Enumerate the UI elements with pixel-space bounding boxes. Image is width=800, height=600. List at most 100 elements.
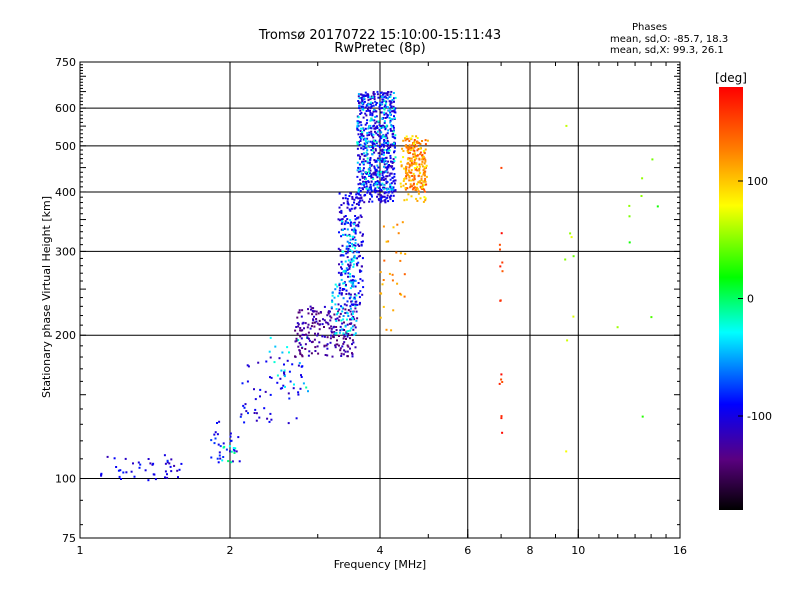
data-point [292,387,295,390]
data-point [376,93,379,96]
data-point [365,187,368,190]
data-point [378,139,381,142]
data-point [389,103,392,106]
data-point [407,148,410,151]
data-point [362,162,365,165]
data-point [422,173,425,176]
data-point [370,164,373,167]
data-point [333,313,336,316]
data-point [340,235,343,238]
data-point [289,380,292,383]
data-point [288,351,290,354]
data-point [423,152,426,155]
data-point [356,217,359,220]
data-point [341,254,344,257]
data-point [253,388,255,391]
data-point [216,422,218,424]
data-point [362,148,365,151]
data-point [386,175,389,178]
data-point [149,462,152,465]
data-point [394,189,397,192]
data-point [359,199,362,202]
data-point [240,413,243,416]
data-point [379,271,382,274]
data-point [386,145,389,147]
data-point [218,451,221,454]
data-point [213,433,216,436]
data-point [345,270,347,272]
data-point [385,135,388,138]
data-point [419,153,421,156]
data-point [362,95,365,98]
data-point [288,397,291,400]
data-point [340,222,343,225]
data-point [323,344,326,347]
data-point [113,457,116,460]
data-point [394,111,397,114]
data-point [349,347,351,350]
data-point [317,332,320,335]
data-point [421,154,423,157]
data-point [374,149,377,152]
data-point [418,157,421,160]
data-point [301,347,304,349]
data-point [341,322,344,325]
data-point [393,173,396,175]
data-point [374,139,377,142]
data-point [405,146,408,149]
data-point [391,118,394,121]
data-point [373,143,376,146]
data-point [361,187,364,190]
data-point [414,156,417,159]
data-point [420,163,423,166]
data-point [392,92,395,94]
data-point [372,110,375,113]
data-point [412,187,415,189]
data-point [356,124,359,127]
data-point [331,291,334,294]
data-point [366,137,369,140]
data-point [371,114,374,117]
data-point [385,191,388,194]
data-point [389,128,392,130]
data-point [378,160,381,163]
data-point [133,475,136,478]
data-point [335,343,338,346]
data-point [353,221,356,224]
data-point [359,189,362,192]
data-point [353,236,356,239]
data-point [421,160,424,163]
data-point [311,309,314,312]
data-point [375,168,378,171]
data-point [348,233,351,236]
data-point [412,172,415,175]
data-point [361,102,364,105]
data-point [416,149,419,152]
data-point [353,333,356,336]
data-point [389,157,392,160]
data-point [339,273,342,276]
data-point [380,178,383,181]
data-point [245,410,248,413]
data-point [386,140,389,142]
data-point [564,258,567,261]
data-point [422,156,425,159]
data-point [391,135,394,138]
data-point [359,278,362,281]
data-point [383,108,386,111]
data-point [353,293,356,296]
data-point [382,153,385,156]
data-point [339,325,342,328]
data-point [255,419,258,422]
data-point [357,261,360,264]
data-point [316,334,319,337]
data-point [415,145,418,148]
data-point [356,257,358,260]
data-point [348,280,351,283]
data-point [229,432,232,435]
data-point [328,327,331,330]
y-tick-label: 300 [55,245,76,258]
data-point [354,229,357,232]
data-point [357,190,360,193]
data-point [385,142,388,144]
